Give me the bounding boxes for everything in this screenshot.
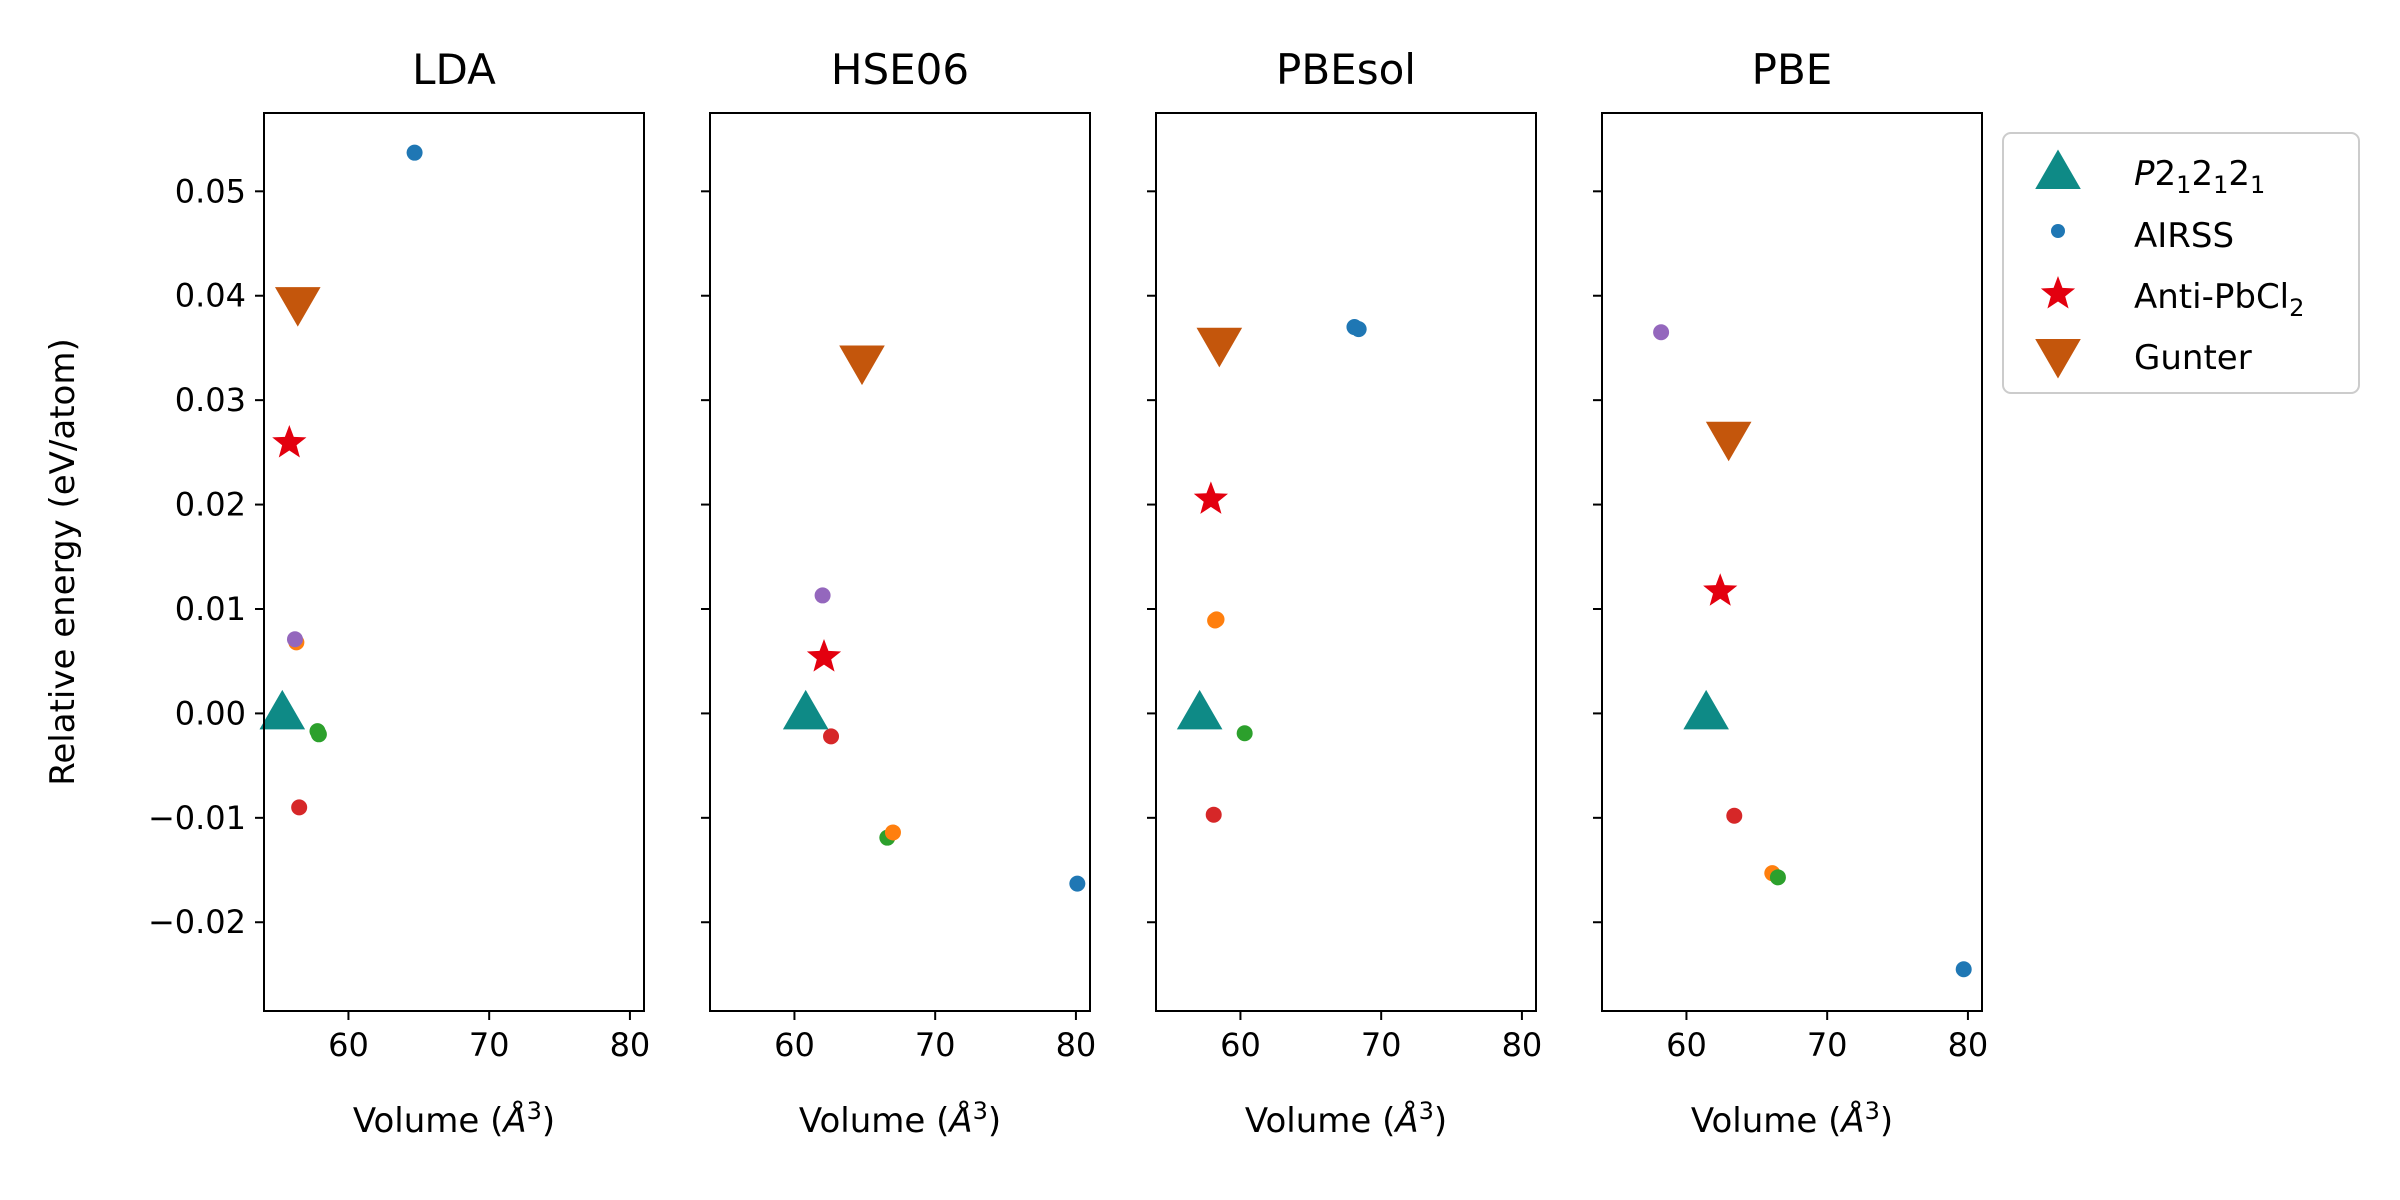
y-tick-label: 0.03 bbox=[175, 381, 246, 419]
airss-point bbox=[1769, 869, 1786, 886]
legend-marker-gunter bbox=[2035, 339, 2081, 379]
airss-point bbox=[1069, 875, 1086, 892]
legend-label-gunter: Gunter bbox=[2134, 338, 2252, 378]
x-tick-label: 80 bbox=[1056, 1026, 1097, 1064]
legend-label-airss: AIRSS bbox=[2134, 216, 2234, 256]
panel-pbe: PBE 60 70 80 Volume (Å3) bbox=[1593, 45, 1988, 1141]
x-axis-label: Volume (Å3) bbox=[1245, 1097, 1447, 1141]
gunter-point bbox=[1196, 327, 1243, 368]
panel-title: HSE06 bbox=[831, 45, 969, 94]
panel-pbesol: PBEsol 60 70 80 Volume (Å3) bbox=[1147, 45, 1542, 1141]
airss-point bbox=[1205, 806, 1222, 823]
axes-frame bbox=[1155, 112, 1537, 1012]
y-tick-label: 0.00 bbox=[175, 694, 246, 732]
x-tick-label: 70 bbox=[469, 1026, 510, 1064]
gunter-point bbox=[274, 287, 321, 327]
airss-point bbox=[291, 799, 308, 816]
p212121-point bbox=[782, 689, 829, 730]
y-tick-label: 0.05 bbox=[175, 172, 246, 210]
airss-point bbox=[1955, 961, 1972, 978]
legend-marker-anti-pbcl2 bbox=[2040, 276, 2076, 309]
x-tick-label: 60 bbox=[774, 1026, 815, 1064]
x-axis-label: Volume (Å3) bbox=[353, 1097, 555, 1141]
p212121-point bbox=[1176, 689, 1223, 730]
y-axis-label: Relative energy (eV/atom) bbox=[43, 338, 83, 785]
airss-point bbox=[884, 824, 901, 841]
y-tick-label: 0.04 bbox=[175, 277, 246, 315]
legend-marker-airss bbox=[2051, 224, 2065, 238]
legend-label-anti-pbcl2: Anti-PbCl2 bbox=[2134, 277, 2304, 322]
airss-point bbox=[406, 144, 423, 161]
panel-hse06: HSE06 60 70 80 Volume (Å3) bbox=[701, 45, 1096, 1141]
panels: LDA −0.02 −0.01 0.00 0.01 0.02 0.03 0.04 0.05 60 7… bbox=[43, 45, 1988, 1141]
anti-pbcl2-point bbox=[1703, 573, 1738, 606]
x-tick-label: 60 bbox=[1666, 1026, 1707, 1064]
x-tick-label: 80 bbox=[610, 1026, 651, 1064]
airss-point bbox=[1350, 321, 1367, 338]
airss-point bbox=[1208, 611, 1225, 628]
airss-point bbox=[823, 728, 840, 745]
panel-lda: LDA −0.02 −0.01 0.00 0.01 0.02 0.03 0.04 0.05 60 7… bbox=[148, 45, 650, 1141]
y-tick-label: −0.01 bbox=[148, 799, 246, 837]
x-tick-label: 70 bbox=[1807, 1026, 1848, 1064]
x-axis-label: Volume (Å3) bbox=[799, 1097, 1001, 1141]
airss-point bbox=[1653, 324, 1670, 341]
airss-point bbox=[310, 726, 327, 743]
airss-point bbox=[1236, 725, 1253, 742]
y-tick-label: 0.01 bbox=[175, 590, 246, 628]
x-tick-label: 60 bbox=[328, 1026, 369, 1064]
panel-title: PBEsol bbox=[1276, 45, 1416, 94]
gunter-point bbox=[1705, 421, 1752, 462]
anti-pbcl2-point bbox=[806, 639, 842, 672]
panel-title: LDA bbox=[412, 45, 496, 94]
p212121-point bbox=[1683, 689, 1729, 730]
legend-label-p212121: P212121 bbox=[2134, 154, 2265, 199]
legend: P212121 AIRSS Anti-PbCl2 Gunter bbox=[2002, 132, 2360, 394]
panel-title: PBE bbox=[1752, 45, 1833, 94]
axes-frame bbox=[1601, 112, 1983, 1012]
airss-point bbox=[1726, 807, 1743, 824]
airss-point bbox=[286, 631, 303, 648]
x-tick-label: 70 bbox=[915, 1026, 956, 1064]
axes-frame bbox=[709, 112, 1091, 1012]
x-tick-label: 80 bbox=[1948, 1026, 1989, 1064]
gunter-point bbox=[839, 345, 885, 386]
airss-point bbox=[814, 587, 831, 604]
legend-marker-p212121 bbox=[2035, 149, 2081, 189]
x-axis-label: Volume (Å3) bbox=[1691, 1097, 1893, 1141]
anti-pbcl2-point bbox=[1193, 481, 1229, 514]
x-tick-label: 60 bbox=[1220, 1026, 1261, 1064]
axes-frame bbox=[263, 112, 645, 1012]
y-tick-label: −0.02 bbox=[148, 903, 246, 941]
x-tick-label: 80 bbox=[1502, 1026, 1543, 1064]
y-tick-label: 0.02 bbox=[175, 486, 246, 524]
p212121-point bbox=[259, 689, 306, 730]
legend-box bbox=[2002, 132, 2360, 394]
anti-pbcl2-point bbox=[272, 424, 307, 458]
x-tick-label: 70 bbox=[1361, 1026, 1402, 1064]
